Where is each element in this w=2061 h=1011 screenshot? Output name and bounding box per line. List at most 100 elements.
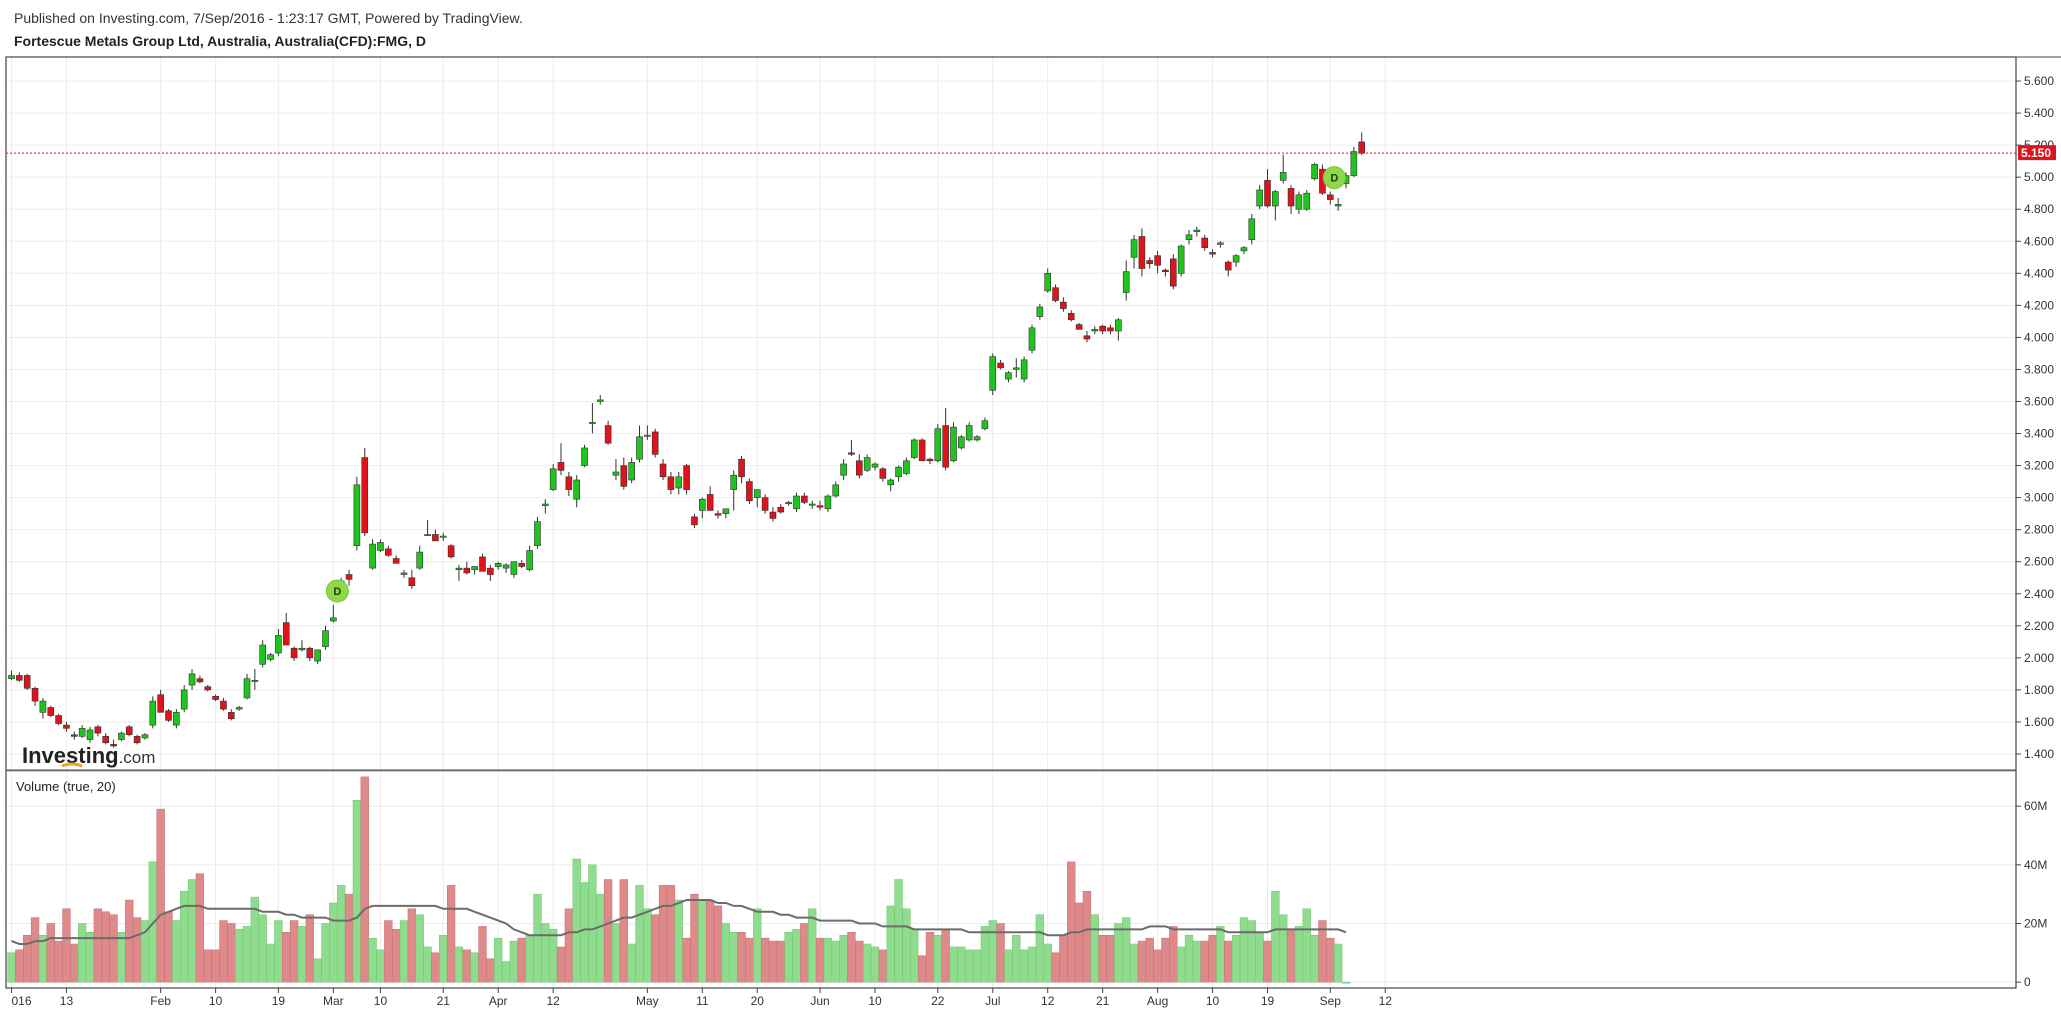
volume-bar xyxy=(258,914,267,983)
candle xyxy=(118,731,125,742)
volume-bar xyxy=(38,934,48,983)
volume-bar xyxy=(541,923,550,983)
volume-bar xyxy=(70,943,79,983)
candle-body xyxy=(1075,324,1083,330)
price-tick-label: 4.000 xyxy=(2024,330,2054,344)
candle-body xyxy=(1272,191,1279,207)
volume-bar xyxy=(93,908,102,983)
candle-body xyxy=(400,572,408,575)
candle xyxy=(1279,154,1287,184)
candle-body xyxy=(322,630,329,647)
candle-body xyxy=(1350,151,1358,176)
volume-bar xyxy=(282,932,291,983)
volume-bar xyxy=(1027,946,1037,983)
candle xyxy=(973,435,981,442)
volume-bar xyxy=(792,929,801,983)
candle-body xyxy=(39,700,47,713)
volume-bar xyxy=(1122,917,1131,983)
volume-bar xyxy=(54,940,63,983)
volume-bar xyxy=(1271,890,1280,983)
candle xyxy=(439,532,447,541)
candle xyxy=(1295,191,1303,215)
candle xyxy=(275,629,282,657)
candle xyxy=(1060,297,1067,312)
candle xyxy=(895,465,902,482)
candle-body xyxy=(1107,327,1114,332)
candle xyxy=(1201,234,1208,251)
candle-body xyxy=(730,474,738,490)
dividend-marker[interactable]: D xyxy=(325,579,349,603)
time-tick-label: 22 xyxy=(931,994,945,1008)
candle-body xyxy=(950,426,957,462)
candle-body xyxy=(1115,319,1122,332)
candle-body xyxy=(1334,204,1342,207)
volume-bar xyxy=(1082,890,1092,983)
time-tick-label: 11 xyxy=(696,994,709,1008)
price-tick-label: 2.000 xyxy=(2024,651,2054,665)
candle xyxy=(997,359,1004,370)
time-tick-label: Feb xyxy=(150,994,171,1008)
volume-bar xyxy=(556,946,566,983)
candle xyxy=(785,500,792,506)
volume-bar xyxy=(635,885,644,983)
time-tick-label: Apr xyxy=(489,994,508,1008)
candle-body xyxy=(620,465,628,487)
candle xyxy=(196,675,204,684)
candle xyxy=(1193,226,1201,237)
candle-body xyxy=(769,511,777,519)
volume-bar xyxy=(1302,908,1311,983)
volume-bar xyxy=(360,776,369,983)
candle xyxy=(1311,162,1318,181)
candle xyxy=(1209,249,1216,258)
time-tick-label: 19 xyxy=(1261,994,1275,1008)
volume-bar xyxy=(572,858,581,983)
candle-body xyxy=(1177,245,1185,274)
candle xyxy=(1185,230,1193,245)
volume-bar xyxy=(1310,934,1319,983)
time-tick-label: 10 xyxy=(374,994,388,1008)
candle xyxy=(1083,330,1091,343)
symbol-title: Fortescue Metals Group Ltd, Australia, A… xyxy=(14,33,427,49)
candle-body xyxy=(487,567,494,575)
candle-body xyxy=(23,675,31,689)
volume-bar xyxy=(1059,934,1068,983)
volume-bar xyxy=(737,932,746,983)
candle-body xyxy=(565,476,573,490)
candle-body xyxy=(997,362,1004,369)
candle xyxy=(165,709,172,722)
volume-bar xyxy=(7,952,16,983)
candle xyxy=(416,545,424,570)
candle-body xyxy=(903,460,910,474)
candle-body xyxy=(157,694,164,713)
volume-bar xyxy=(1177,946,1186,983)
dividend-markers[interactable]: DD xyxy=(325,166,1346,603)
volume-bar xyxy=(423,946,432,983)
volume-bar xyxy=(1035,914,1044,983)
candle xyxy=(910,438,918,460)
candle-body xyxy=(1287,188,1295,207)
volume-bar xyxy=(619,879,628,983)
candle-body xyxy=(510,561,518,575)
price-tick-label: 1.800 xyxy=(2024,683,2054,697)
candle-body xyxy=(447,545,455,558)
candle-body xyxy=(1036,306,1044,317)
last-price-badge: 5.150 xyxy=(2018,145,2056,161)
dividend-marker[interactable]: D xyxy=(1322,166,1346,190)
candle-body xyxy=(267,654,274,660)
volume-bar xyxy=(1184,934,1194,983)
candle-body xyxy=(228,712,235,720)
candle-body xyxy=(863,457,871,471)
candle xyxy=(989,353,997,396)
price-tick-label: 3.200 xyxy=(2024,459,2054,473)
volume-bar xyxy=(1255,932,1264,983)
candle xyxy=(157,689,164,713)
volume-bar xyxy=(46,923,55,983)
candle xyxy=(259,640,267,668)
candle xyxy=(573,475,581,508)
volume-bar xyxy=(235,929,244,983)
time-tick-label: 12 xyxy=(546,994,560,1008)
last-price-text: 5.150 xyxy=(2021,146,2051,160)
volume-bar xyxy=(321,923,330,983)
price-tick-label: 5.000 xyxy=(2024,170,2054,184)
